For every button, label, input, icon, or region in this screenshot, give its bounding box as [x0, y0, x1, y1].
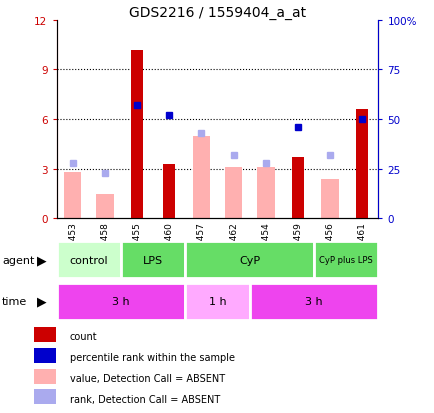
Bar: [192, 136, 210, 219]
Bar: [34, 369, 56, 384]
Bar: [121, 242, 185, 279]
Bar: [355, 110, 368, 219]
Title: GDS2216 / 1559404_a_at: GDS2216 / 1559404_a_at: [128, 6, 306, 20]
Text: rank, Detection Call = ABSENT: rank, Detection Call = ABSENT: [69, 394, 220, 404]
Bar: [256, 168, 274, 219]
Bar: [313, 242, 378, 279]
Text: ▶: ▶: [37, 254, 46, 267]
Text: control: control: [69, 255, 108, 265]
Bar: [96, 194, 113, 219]
Bar: [185, 283, 249, 320]
Text: time: time: [2, 297, 27, 306]
Text: value, Detection Call = ABSENT: value, Detection Call = ABSENT: [69, 373, 224, 383]
Text: count: count: [69, 332, 97, 342]
Bar: [131, 50, 143, 219]
Bar: [185, 242, 313, 279]
Bar: [163, 164, 175, 219]
Bar: [56, 283, 185, 320]
Bar: [34, 328, 56, 342]
Bar: [56, 242, 121, 279]
Text: ▶: ▶: [37, 295, 46, 308]
Text: CyP plus LPS: CyP plus LPS: [319, 256, 372, 265]
Bar: [249, 283, 378, 320]
Bar: [64, 173, 81, 219]
Text: 3 h: 3 h: [112, 297, 129, 306]
Bar: [224, 168, 242, 219]
Text: 3 h: 3 h: [305, 297, 322, 306]
Text: percentile rank within the sample: percentile rank within the sample: [69, 352, 234, 362]
Text: agent: agent: [2, 255, 34, 265]
Bar: [34, 348, 56, 363]
Bar: [321, 179, 338, 219]
Text: CyP: CyP: [239, 255, 260, 265]
Bar: [34, 389, 56, 404]
Text: LPS: LPS: [143, 255, 163, 265]
Bar: [291, 158, 303, 219]
Text: 1 h: 1 h: [208, 297, 226, 306]
